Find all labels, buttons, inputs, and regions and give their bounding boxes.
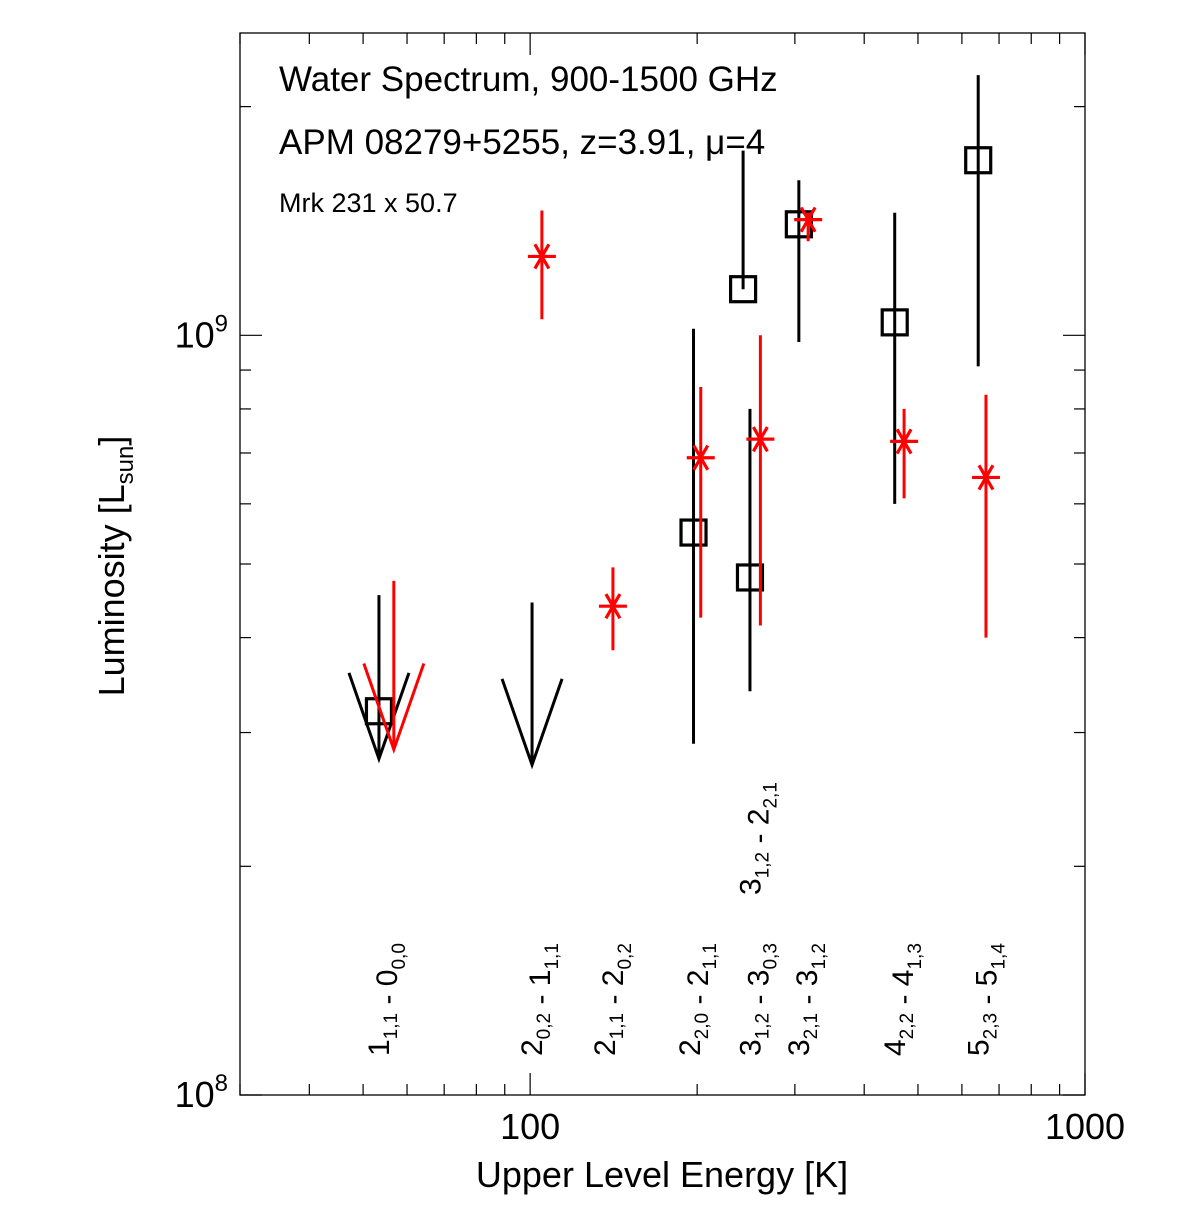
transition-labels: 11,1 - 00,0 20,2 - 11,1 21,1 - 20,2 22,0 - …: [363, 782, 1010, 1056]
transition-text: 11,1 - 00,0: [363, 943, 410, 1056]
legend-mrk231: Mrk 231 x 50.7: [279, 188, 458, 218]
data-marks: [347, 75, 1000, 770]
data-point-square: [880, 308, 909, 337]
transition-label: 20,2 - 11,1: [516, 943, 563, 1056]
title-line-1: Water Spectrum, 900-1500 GHz: [279, 60, 778, 99]
title-legend: Water Spectrum, 900-1500 GHz APM 08279+5…: [279, 60, 778, 218]
upper-limit-arrow: [362, 662, 426, 755]
upper-limit-arrow: [347, 672, 411, 764]
data-point-square: [679, 518, 708, 547]
y-axis-label-main: Luminosity [L: [91, 484, 132, 696]
transition-label: 52,3 - 51,4: [962, 943, 1009, 1056]
data-point-asterisk: [746, 426, 775, 453]
x-tick-label: 1000: [1045, 1106, 1125, 1147]
x-tick-label: 100: [500, 1106, 560, 1147]
transition-label: 21,1 - 20,2: [589, 943, 636, 1056]
transition-label: 31,2 - 30,3: [734, 943, 781, 1056]
asterisk-stroke: [604, 593, 622, 620]
transition-text: 52,3 - 51,4: [962, 943, 1009, 1056]
data-point-square: [364, 697, 394, 726]
data-point-asterisk: [527, 243, 556, 270]
data-point-asterisk: [686, 444, 715, 471]
asterisk-stroke: [533, 243, 551, 270]
data-point-asterisk: [890, 428, 919, 455]
data-point-square: [728, 275, 758, 304]
data-point-asterisk: [794, 206, 823, 233]
y-axis-label: Luminosity [Lsun]: [91, 436, 139, 697]
data-point-square: [735, 563, 765, 592]
transition-text: 31,2 - 30,3: [734, 943, 781, 1056]
transition-text: 21,1 - 20,2: [589, 943, 636, 1056]
y-tick-label: 108: [175, 1070, 228, 1115]
asterisk-stroke: [752, 426, 769, 453]
asterisk-stroke: [895, 428, 913, 455]
asterisk-stroke: [799, 206, 817, 233]
transition-text: 22,0 - 21,1: [674, 943, 721, 1056]
data-point-asterisk: [598, 593, 627, 620]
data-point-asterisk: [971, 464, 1000, 491]
data-point-square: [964, 146, 993, 175]
transition-label: 31,2 - 22,1: [734, 782, 781, 895]
transition-text: 32,1 - 31,2: [783, 943, 830, 1056]
transition-label: 22,0 - 21,1: [674, 943, 721, 1056]
y-tick-label: 109: [175, 310, 228, 355]
upper-limit-arrow: [500, 678, 564, 770]
svg-text:Luminosity [Lsun]: Luminosity [Lsun]: [91, 436, 139, 697]
transition-text: 31,2 - 22,1: [734, 782, 781, 895]
transition-label: 42,2 - 41,3: [879, 943, 926, 1056]
transition-label: 32,1 - 31,2: [783, 943, 830, 1056]
transition-text: 20,2 - 11,1: [516, 943, 563, 1056]
title-line-2: APM 08279+5255, z=3.91, μ=4: [279, 123, 765, 162]
x-axis-label: Upper Level Energy [K]: [476, 1154, 848, 1195]
y-axis-label-end: ]: [91, 436, 132, 446]
transition-text: 42,2 - 41,3: [879, 943, 926, 1056]
transition-label: 11,1 - 00,0: [363, 943, 410, 1056]
asterisk-stroke: [977, 464, 995, 491]
axes: 100 1000 108 109: [175, 32, 1125, 1147]
y-axis-label-sub: sun: [112, 446, 139, 485]
asterisk-stroke: [692, 444, 710, 471]
